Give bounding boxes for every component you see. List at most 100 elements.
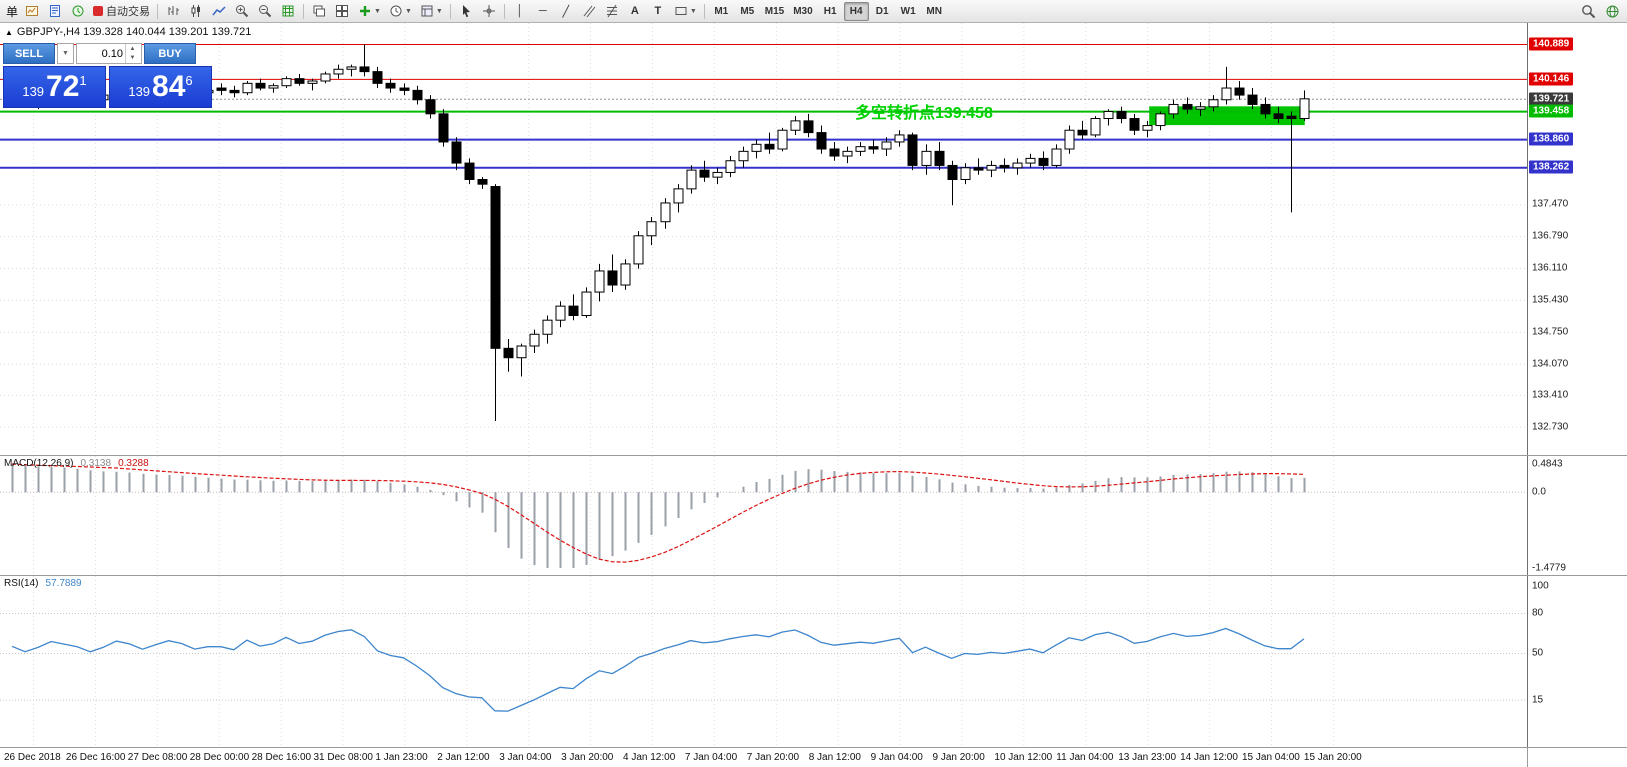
time-axis-corner: [1527, 748, 1627, 767]
macd-scale-label: 0.4843: [1532, 458, 1563, 470]
time-axis-label: 26 Dec 2018: [4, 752, 61, 763]
timeframe-toolbar: M1 M5 M15 M30 H1 H4 D1 W1 MN: [709, 1, 947, 21]
cascade-icon: [311, 3, 327, 19]
chevron-down-icon: ▼: [62, 50, 69, 57]
template-button[interactable]: ▼: [416, 1, 446, 21]
new-order-button[interactable]: 单: [6, 4, 19, 19]
sell-price-display[interactable]: 139 72 1: [3, 66, 106, 108]
rsi-value: 57.7889: [45, 578, 82, 589]
time-axis-label: 11 Jan 04:00: [1056, 752, 1114, 763]
timeframe-mn-button[interactable]: MN: [922, 2, 947, 21]
zoom-in-button[interactable]: [231, 1, 253, 21]
time-axis-label: 28 Dec 16:00: [251, 752, 312, 763]
auto-trading-button[interactable]: 自动交易: [90, 1, 153, 21]
vertical-line-tool-button[interactable]: │: [509, 1, 531, 21]
timeframe-m15-button[interactable]: M15: [761, 2, 788, 21]
buy-pipette: 6: [185, 73, 193, 88]
price-scale[interactable]: 137.470 136.790 136.110 135.430 134.750 134.0…: [1527, 23, 1627, 455]
text-icon: A: [630, 5, 639, 17]
timeframe-m5-button[interactable]: M5: [735, 2, 760, 21]
rsi-panel[interactable]: RSI(14) 57.7889: [0, 576, 1527, 747]
auto-trading-icon: [93, 6, 104, 16]
add-indicator-button[interactable]: ▼: [354, 1, 384, 21]
profiles-button[interactable]: [44, 1, 66, 21]
fibonacci-icon: [604, 3, 620, 19]
timeframe-h1-button[interactable]: H1: [818, 2, 843, 21]
cascade-windows-button[interactable]: [308, 1, 330, 21]
text-tool-button[interactable]: A: [624, 1, 646, 21]
buy-button[interactable]: BUY: [144, 43, 196, 64]
macd-label-row: MACD(12,26,9) 0.3138 0.3288: [4, 458, 149, 469]
volume-down-icon[interactable]: ▼: [129, 55, 136, 62]
volume-input[interactable]: [77, 44, 125, 63]
cursor-icon: [458, 3, 474, 19]
timeframe-m30-button[interactable]: M30: [789, 2, 816, 21]
toolbar-separator: [503, 3, 505, 19]
trendline-icon: ╱: [562, 5, 570, 18]
timeframe-h4-button[interactable]: H4: [843, 1, 869, 21]
macd-panel[interactable]: MACD(12,26,9) 0.3138 0.3288: [0, 456, 1527, 575]
time-axis-label: 7 Jan 04:00: [684, 752, 738, 763]
volume-field: ▲ ▼: [76, 43, 142, 64]
timeframe-d1-button[interactable]: D1: [870, 2, 895, 21]
macd-chart[interactable]: [0, 456, 1527, 575]
time-axis-label: 1 Jan 23:00: [375, 752, 428, 763]
price-level-badge: 139.458: [1529, 104, 1574, 118]
bar-chart-mode-button[interactable]: [162, 1, 184, 21]
channel-tool-button[interactable]: [578, 1, 600, 21]
time-axis-label: 7 Jan 20:00: [746, 752, 800, 763]
market-watch-button[interactable]: [67, 1, 89, 21]
tile-windows-button[interactable]: [331, 1, 353, 21]
time-axis[interactable]: 26 Dec 2018 26 Dec 16:00 27 Dec 08:00 28 De…: [0, 748, 1527, 767]
candlestick-chart[interactable]: [0, 23, 1527, 455]
periods-button[interactable]: ▼: [385, 1, 415, 21]
cursor-tool-button[interactable]: [455, 1, 477, 21]
rsi-scale-label: 50: [1532, 647, 1544, 659]
chevron-down-icon: ▼: [689, 7, 697, 15]
search-button[interactable]: [1577, 1, 1599, 21]
toolbar-separator: [703, 3, 705, 19]
price-scale-label: 135.430: [1532, 294, 1569, 306]
zoom-out-icon: [257, 3, 273, 19]
channel-icon: [581, 3, 597, 19]
price-scale-label: 136.790: [1532, 230, 1569, 242]
sell-pipette: 1: [79, 73, 87, 88]
timeframe-m1-button[interactable]: M1: [709, 2, 734, 21]
collapse-trade-panel-icon[interactable]: ▲: [5, 27, 13, 37]
price-chart-area[interactable]: ▲ GBPJPY-,H4 139.328 140.044 139.201 139…: [0, 23, 1527, 455]
shapes-tool-button[interactable]: ▼: [670, 1, 700, 21]
candlestick-mode-button[interactable]: [185, 1, 207, 21]
time-axis-label: 13 Jan 23:00: [1118, 752, 1177, 763]
sell-button[interactable]: SELL: [3, 43, 55, 64]
rsi-label-row: RSI(14) 57.7889: [4, 578, 82, 589]
profiles-icon: [47, 3, 63, 19]
order-type-dropdown[interactable]: ▼: [57, 43, 74, 64]
macd-scale[interactable]: 0.4843 0.0 -1.4779: [1527, 456, 1627, 575]
time-axis-row: 26 Dec 2018 26 Dec 16:00 27 Dec 08:00 28 De…: [0, 747, 1627, 767]
new-chart-button[interactable]: [21, 1, 43, 21]
time-axis-label: 8 Jan 12:00: [808, 752, 861, 763]
volume-up-icon[interactable]: ▲: [129, 45, 136, 52]
label-tool-button[interactable]: T: [647, 1, 669, 21]
line-chart-mode-button[interactable]: [208, 1, 230, 21]
time-axis-label: 15 Jan 04:00: [1242, 752, 1300, 763]
vertical-line-icon: │: [516, 5, 524, 17]
crosshair-tool-button[interactable]: [478, 1, 500, 21]
zoom-out-button[interactable]: [254, 1, 276, 21]
grid-toggle-button[interactable]: [277, 1, 299, 21]
fibonacci-tool-button[interactable]: [601, 1, 623, 21]
template-icon: [419, 3, 435, 19]
line-chart-icon: [211, 3, 227, 19]
sell-big-figure: 139: [22, 83, 45, 99]
buy-price-display[interactable]: 139 84 6: [109, 66, 212, 108]
community-button[interactable]: [1601, 1, 1623, 21]
time-axis-label: 31 Dec 08:00: [313, 752, 374, 763]
market-watch-icon: [70, 3, 86, 19]
toolbar-separator: [449, 3, 451, 19]
toolbar-separator: [157, 3, 159, 19]
rsi-scale[interactable]: 100 80 50 15: [1527, 576, 1627, 747]
trendline-tool-button[interactable]: ╱: [555, 1, 577, 21]
horizontal-line-tool-button[interactable]: ─: [532, 1, 554, 21]
rsi-chart[interactable]: [0, 576, 1527, 747]
timeframe-w1-button[interactable]: W1: [896, 2, 921, 21]
